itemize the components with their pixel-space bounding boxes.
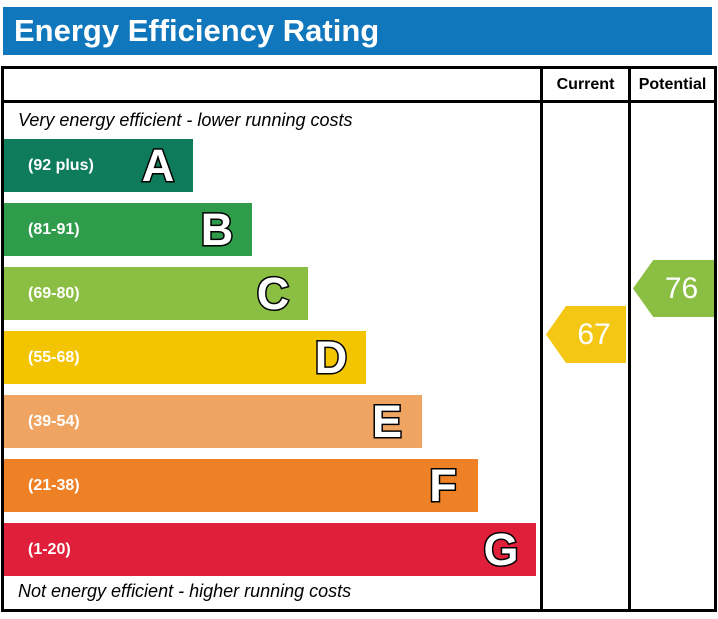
rating-band-e: (39-54) E xyxy=(4,394,422,448)
svg-text:D: D xyxy=(315,332,348,383)
band-e-range-label: (39-54) xyxy=(28,412,80,430)
column-divider-current xyxy=(540,69,543,609)
page-title: Energy Efficiency Rating xyxy=(14,13,380,48)
svg-text:G: G xyxy=(483,524,518,575)
bottom-note: Not energy efficient - higher running co… xyxy=(18,581,352,601)
potential-rating-value: 76 xyxy=(664,271,699,305)
column-header-current: Current xyxy=(556,76,615,93)
rating-band-c: (69-80) C xyxy=(4,266,308,320)
top-note: Very energy efficient - lower running co… xyxy=(18,110,353,130)
band-e-letter: E xyxy=(370,394,403,448)
page-title-bar: Energy Efficiency Rating xyxy=(3,7,712,55)
rating-band-a: (92 plus) A xyxy=(4,138,193,192)
svg-text:A: A xyxy=(142,140,175,191)
rating-band-b: (81-91) B xyxy=(4,202,252,256)
band-c-range-label: (69-80) xyxy=(28,284,80,302)
header-row-separator xyxy=(4,100,714,103)
current-rating-value: 67 xyxy=(577,317,611,351)
rating-band-f: (21-38) F xyxy=(4,458,478,512)
svg-text:C: C xyxy=(257,268,290,319)
potential-rating-arrow: 76 xyxy=(633,260,714,317)
band-d-range-label: (55-68) xyxy=(28,348,80,366)
band-a-letter: A xyxy=(140,138,176,192)
column-divider-potential xyxy=(628,69,631,609)
band-f-range-label: (21-38) xyxy=(28,476,80,494)
band-b-letter: B xyxy=(199,202,235,256)
band-c-letter: C xyxy=(255,266,291,320)
rating-band-d: (55-68) D xyxy=(4,330,366,384)
svg-text:E: E xyxy=(372,396,402,447)
band-g-range-label: (1-20) xyxy=(28,540,71,558)
rating-table: Current Potential Very energy efficient … xyxy=(1,66,717,612)
current-rating-arrow: 67 xyxy=(546,306,626,363)
svg-text:B: B xyxy=(201,204,234,255)
band-a-range-label: (92 plus) xyxy=(28,156,94,174)
band-b-range-label: (81-91) xyxy=(28,220,80,238)
band-g-letter: G xyxy=(482,522,520,576)
band-d-letter: D xyxy=(313,330,349,384)
column-header-potential: Potential xyxy=(638,76,707,93)
band-f-letter: F xyxy=(428,458,459,512)
svg-text:F: F xyxy=(429,460,457,511)
rating-band-g: (1-20) G xyxy=(4,522,536,576)
